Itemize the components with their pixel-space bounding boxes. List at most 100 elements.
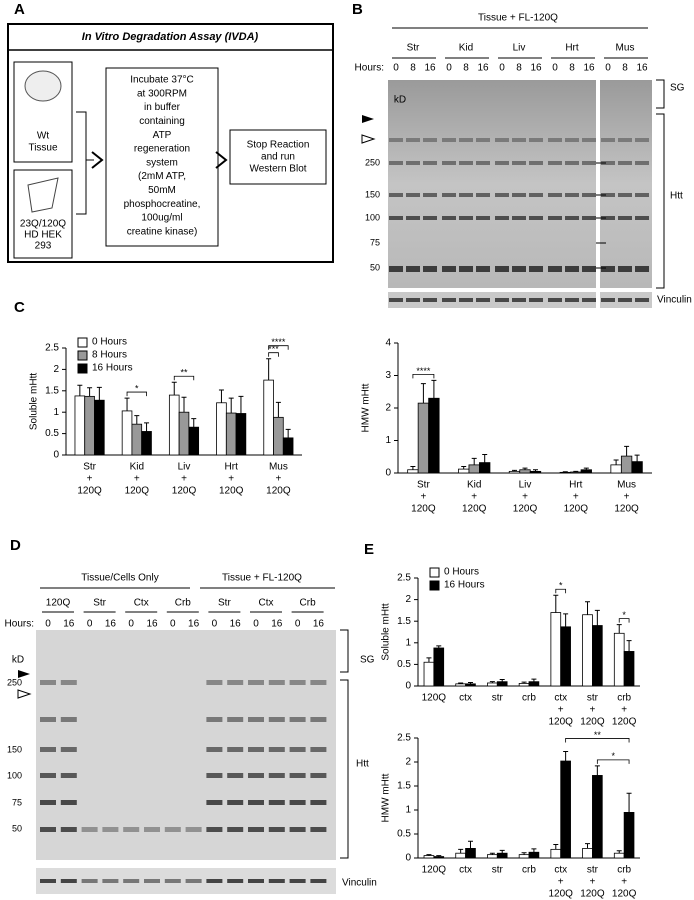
error-bar (275, 401, 281, 418)
arrowhead (18, 670, 30, 678)
y-tick-label: 1.5 (397, 781, 411, 792)
sg-bracket (656, 79, 665, 109)
bracket (76, 111, 94, 215)
bar (216, 402, 227, 456)
x-tick-label: + (621, 877, 627, 888)
blot-band (601, 193, 615, 197)
bar (178, 411, 190, 456)
error-bar (626, 792, 632, 813)
significance-label: * (622, 610, 626, 620)
bar (582, 848, 593, 859)
error-bar (573, 470, 579, 473)
mw-marker: 75 (12, 797, 22, 807)
blot-band (423, 266, 437, 272)
bar (528, 681, 540, 687)
blot-band (248, 827, 264, 832)
blot-band (123, 827, 140, 832)
error-bar (228, 397, 234, 414)
blot-band (635, 193, 649, 197)
bar (479, 462, 491, 474)
x-tick-label: + (573, 492, 579, 503)
blot-band (476, 138, 490, 142)
hek-box (13, 169, 73, 259)
error-bar (531, 678, 537, 682)
stop-text: and run (261, 152, 295, 163)
blot-band (618, 216, 632, 220)
x-tick-label: 120Q (580, 889, 605, 900)
arrow (215, 151, 228, 169)
blot-band (565, 138, 579, 142)
x-tick-label: ctx (459, 865, 472, 876)
legend-swatch (429, 567, 440, 578)
blot-band (618, 161, 632, 165)
blot-band (60, 800, 77, 805)
blot-band (582, 266, 596, 272)
mw-marker: 100 (365, 212, 380, 222)
x-tick-label: str (587, 865, 599, 876)
blot-band (459, 216, 473, 220)
sg-label: SG (360, 655, 375, 666)
blot-band (512, 266, 526, 272)
y-tick-label: 2 (385, 403, 391, 414)
bar (423, 661, 435, 687)
incubate-text: 50mM (148, 185, 176, 196)
bar (529, 470, 542, 474)
bar (74, 395, 86, 456)
x-tick-label: 120Q (580, 717, 605, 728)
lane-group: Str (218, 598, 231, 609)
htt-bracket (656, 113, 665, 289)
blot-band (40, 879, 56, 883)
blot-band (548, 216, 562, 220)
y-tick-label: 2 (405, 594, 411, 605)
lane-label: 16 (477, 63, 489, 74)
error-bar (285, 428, 291, 438)
blot-band (406, 161, 420, 165)
x-tick-label: + (87, 474, 93, 485)
blot-band (248, 800, 264, 805)
error-bar (634, 454, 640, 462)
blot-band (423, 161, 437, 165)
bar (580, 469, 592, 474)
significance-bracket (412, 373, 435, 379)
error-bar (218, 389, 224, 403)
blot-band (248, 747, 264, 752)
lane-label: 0 (446, 63, 452, 74)
blot-band (476, 298, 490, 302)
bar (465, 848, 476, 859)
error-bar (461, 466, 467, 470)
x-tick-label: 120Q (614, 504, 639, 515)
lane-label: 0 (253, 619, 259, 630)
y-axis-label: HMW mHtt (361, 383, 372, 432)
blot-band (512, 193, 526, 197)
incubate-text: Incubate 37°C (130, 75, 194, 86)
blot-band (635, 216, 649, 220)
incubate-text: system (146, 157, 178, 168)
x-tick-label: ctx (459, 693, 472, 704)
blot-band (495, 298, 509, 302)
error-bar (458, 848, 464, 854)
y-tick-label: 0.5 (397, 829, 411, 840)
x-tick-label: 120Q (564, 504, 589, 515)
blot-band (60, 680, 77, 685)
blot-band (476, 266, 490, 272)
blot-band (565, 298, 579, 302)
bar (433, 647, 445, 687)
blot-band (601, 216, 615, 220)
blot-band (248, 717, 264, 722)
blot-band (60, 717, 77, 722)
bar (188, 426, 200, 456)
lane-group: Ctx (259, 598, 274, 609)
vinculin-label: Vinculin (342, 878, 377, 889)
blot-band (423, 193, 437, 197)
error-bar (489, 681, 495, 683)
error-bar (616, 624, 622, 634)
significance-bracket (565, 738, 630, 743)
mw-marker: 50 (12, 823, 22, 833)
blot-band (459, 138, 473, 142)
blot-band (442, 161, 456, 165)
legend-swatch (77, 337, 88, 348)
x-tick-label: 120Q (422, 865, 447, 876)
blot-band (185, 879, 202, 883)
blot-band (582, 138, 596, 142)
